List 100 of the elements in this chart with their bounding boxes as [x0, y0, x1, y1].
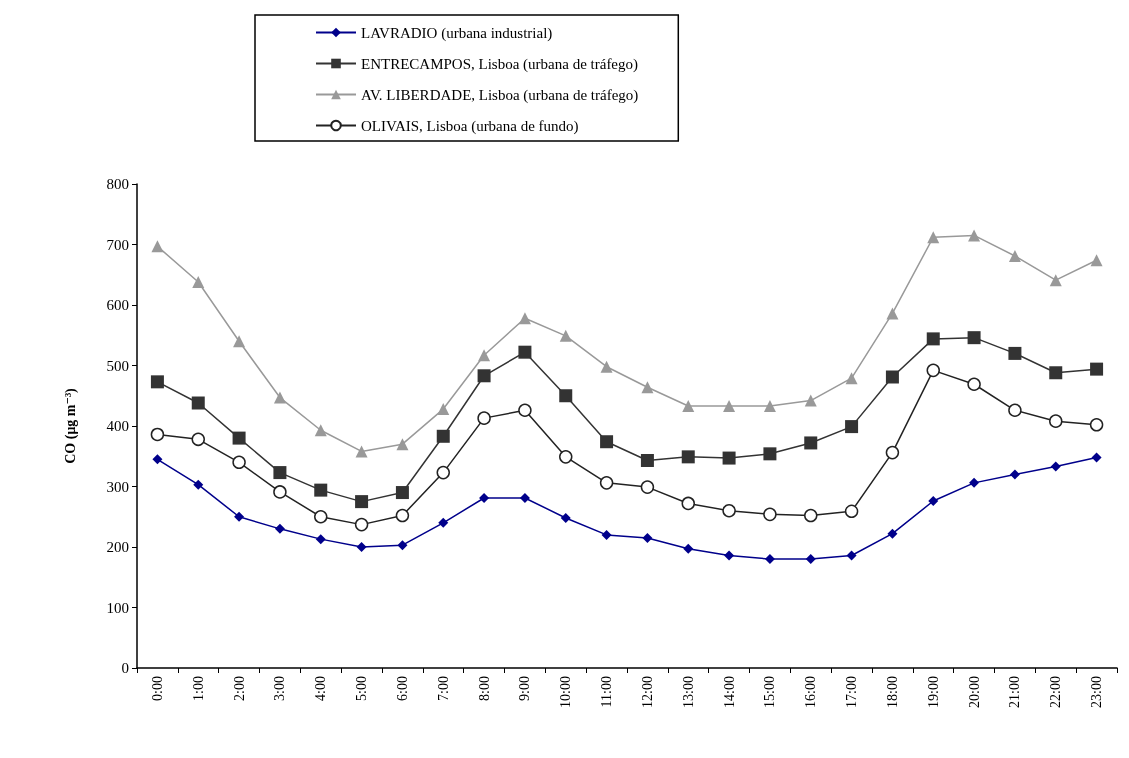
- point: [723, 400, 736, 413]
- y-tick-label: 300: [106, 478, 129, 495]
- point: [846, 550, 857, 561]
- point: [233, 335, 246, 348]
- x-tick-label: 21:00: [1007, 676, 1023, 708]
- point: [395, 486, 409, 500]
- legend-label: OLIVAIS, Lisboa (urbana de fundo): [361, 117, 579, 135]
- y-axis-title: CO (μg m⁻³): [62, 387, 79, 464]
- x-tick-label: 9:00: [517, 676, 533, 701]
- point: [682, 400, 695, 413]
- point: [192, 276, 205, 289]
- point: [683, 543, 694, 554]
- point: [273, 466, 287, 480]
- y-tick-label: 0: [121, 660, 129, 676]
- x-tick-label: 10:00: [558, 676, 574, 708]
- point: [804, 394, 817, 407]
- point: [642, 532, 653, 543]
- point: [763, 507, 777, 522]
- x-tick-label: 0:00: [149, 676, 165, 701]
- x-tick-label: 7:00: [435, 676, 451, 701]
- x-tick-label: 19:00: [925, 676, 941, 708]
- x-tick-label: 13:00: [680, 676, 696, 708]
- point: [232, 431, 246, 445]
- x-tick-label: 22:00: [1048, 676, 1064, 708]
- point: [436, 429, 450, 443]
- legend-label: ENTRECAMPOS, Lisboa (urbana de tráfego): [361, 55, 639, 73]
- point: [1089, 418, 1104, 432]
- point: [885, 445, 900, 460]
- point: [477, 369, 491, 383]
- point: [315, 534, 326, 545]
- point: [885, 370, 899, 384]
- point: [1049, 414, 1063, 428]
- point: [356, 542, 367, 552]
- point: [722, 503, 736, 518]
- point: [968, 229, 981, 242]
- point: [478, 349, 491, 362]
- point: [967, 377, 981, 391]
- point: [681, 496, 695, 511]
- legend-label: LAVRADIO (urbana industrial): [361, 24, 553, 42]
- point: [887, 528, 898, 539]
- point: [437, 403, 450, 416]
- point: [640, 480, 655, 494]
- point: [844, 504, 859, 519]
- point: [886, 307, 899, 320]
- point: [354, 517, 369, 532]
- x-tick-label: 5:00: [354, 676, 370, 701]
- y-tick-label: 500: [106, 357, 129, 374]
- point: [560, 512, 571, 523]
- point: [928, 496, 939, 507]
- point: [805, 554, 816, 565]
- x-tick-label: 17:00: [844, 676, 860, 708]
- point: [1049, 274, 1062, 287]
- point: [518, 312, 531, 325]
- point: [274, 523, 285, 534]
- point: [397, 540, 408, 551]
- point: [152, 454, 163, 465]
- y-tick-label: 800: [106, 176, 129, 192]
- y-tick-label: 100: [106, 599, 129, 616]
- point: [1008, 403, 1022, 418]
- point: [1009, 469, 1020, 480]
- point: [600, 360, 613, 373]
- point: [559, 389, 573, 403]
- point: [232, 455, 246, 470]
- x-tick-label: 1:00: [190, 676, 206, 701]
- y-tick-label: 600: [106, 297, 129, 313]
- x-tick-label: 20:00: [966, 676, 982, 708]
- point: [927, 231, 940, 244]
- point: [518, 345, 532, 359]
- point: [845, 372, 858, 385]
- y-tick-label: 400: [106, 418, 129, 434]
- point: [314, 424, 327, 437]
- point: [722, 451, 736, 465]
- x-tick-label: 18:00: [884, 676, 900, 708]
- point: [355, 495, 369, 509]
- point: [969, 477, 980, 488]
- x-tick-label: 11:00: [599, 676, 615, 708]
- point: [559, 450, 573, 464]
- point: [150, 375, 164, 389]
- point: [395, 508, 410, 523]
- legend-label: AV. LIBERDADE, Lisboa (urbana de tráfego): [361, 86, 639, 104]
- point: [681, 450, 695, 464]
- point: [967, 331, 981, 345]
- point: [1049, 366, 1063, 380]
- point: [436, 465, 450, 480]
- point: [1008, 249, 1021, 262]
- point: [518, 403, 532, 418]
- x-tick-label: 15:00: [762, 676, 778, 708]
- point: [599, 476, 614, 490]
- point: [764, 554, 775, 565]
- x-tick-label: 3:00: [272, 676, 288, 701]
- point: [1050, 461, 1061, 472]
- point: [1090, 362, 1104, 376]
- point: [314, 483, 328, 497]
- point: [724, 550, 735, 561]
- point: [926, 363, 940, 378]
- point: [150, 427, 165, 442]
- point: [396, 438, 409, 451]
- point: [845, 420, 859, 434]
- y-tick-label: 200: [106, 539, 129, 555]
- point: [1090, 254, 1103, 267]
